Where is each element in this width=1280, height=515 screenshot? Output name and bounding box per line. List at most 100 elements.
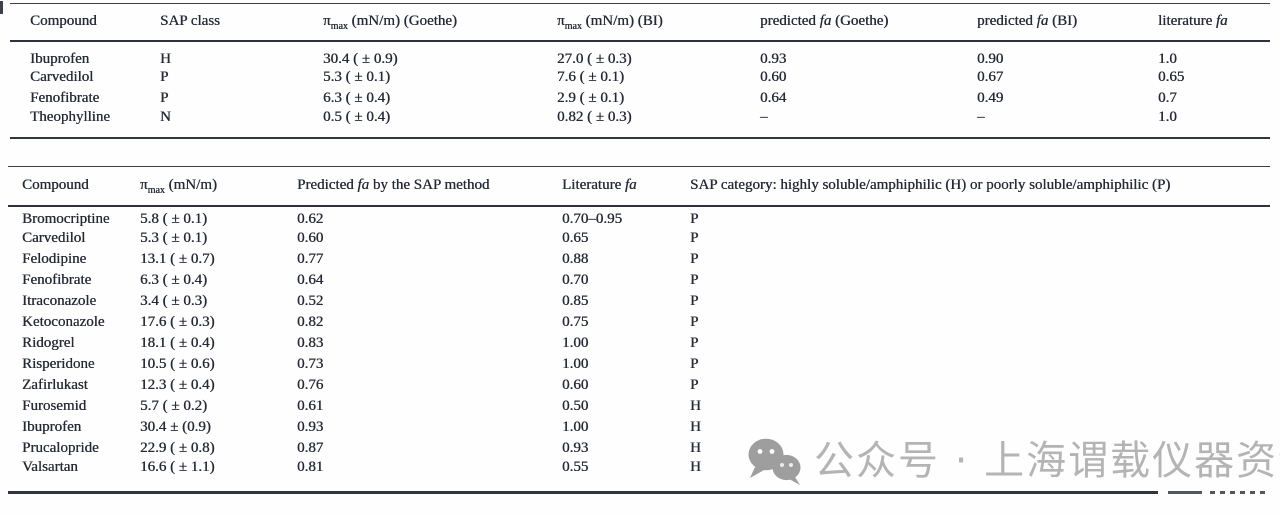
table-row: Fenofibrate P 6.3 ( ± 0.4) 2.9 ( ± 0.1) …	[10, 88, 1270, 109]
cell-predicted-fa: 0.93	[297, 418, 324, 435]
cell-pimax-bi: 27.0 ( ± 0.3)	[557, 50, 632, 67]
cell-predicted-fa-goethe: 0.93	[760, 50, 787, 67]
pi-subscript: max	[330, 21, 348, 33]
wechat-chat-bubbles-icon	[748, 438, 801, 485]
pi-subscript: max	[147, 185, 165, 197]
t1-col-predicted-fa-goethe: predicted fa (Goethe)	[760, 4, 977, 41]
cell-literature-fa: 0.65	[1158, 69, 1185, 86]
header-text: SAP category: highly soluble/amphiphilic…	[690, 177, 1171, 194]
cell-literature-fa: 1.00	[562, 418, 589, 435]
header-text: Compound	[22, 177, 89, 194]
cell-sap-class: H	[160, 50, 171, 67]
cell-compound: Prucalopride	[22, 439, 99, 456]
table-row: Fenofibrate 6.3 ( ± 0.4) 0.64 0.70 P	[8, 270, 1270, 291]
table-row: Felodipine 13.1 ( ± 0.7) 0.77 0.88 P	[8, 249, 1270, 270]
table-row: Furosemid 5.7 ( ± 0.2) 0.61 0.50 H	[8, 396, 1270, 417]
pi-symbol: π	[557, 13, 565, 30]
fa-symbol: fa	[357, 177, 370, 194]
watermark-text: 公众号 · 上海谓载仪器资讯	[814, 438, 1280, 484]
t1-col-predicted-fa-bi: predicted fa (BI)	[977, 4, 1158, 41]
cell-literature-fa: 0.85	[562, 292, 589, 309]
table-row: Carvedilol 5.3 ( ± 0.1) 0.60 0.65 P	[8, 228, 1270, 249]
cell-pimax-goethe: 5.3 ( ± 0.1)	[323, 69, 390, 86]
cell-pimax: 12.3 ( ± 0.4)	[140, 376, 215, 393]
t1-col-literature-fa: literature fa	[1158, 4, 1270, 41]
cell-sap-category: P	[690, 313, 699, 330]
table-row: Theophylline N 0.5 ( ± 0.4) 0.82 ( ± 0.3…	[10, 109, 1270, 138]
header-text: (mN/m)	[164, 177, 217, 194]
header-text: predicted	[760, 13, 820, 30]
cell-literature-fa: 0.70–0.95	[562, 210, 622, 227]
cell-predicted-fa: 0.52	[297, 292, 324, 309]
cell-pimax: 17.6 ( ± 0.3)	[140, 313, 215, 330]
watermark: 公众号 · 上海谓载仪器资讯	[746, 434, 1280, 488]
cell-literature-fa: 0.75	[562, 313, 589, 330]
cell-sap-category: H	[690, 439, 701, 456]
cell-predicted-fa: 0.77	[297, 250, 324, 267]
table-row: Zafirlukast 12.3 ( ± 0.4) 0.76 0.60 P	[8, 375, 1270, 396]
cell-literature-fa: 1.0	[1158, 50, 1177, 67]
fa-symbol: fa	[1036, 13, 1049, 30]
t2-col-sap-category: SAP category: highly soluble/amphiphilic…	[690, 167, 1270, 206]
header-text: (Goethe)	[831, 13, 889, 30]
cell-pimax: 10.5 ( ± 0.6)	[140, 355, 215, 372]
cell-compound: Furosemid	[22, 397, 87, 414]
cell-compound: Ibuprofen	[22, 418, 82, 435]
cell-pimax: 16.6 ( ± 1.1)	[140, 458, 215, 475]
header-text: predicted	[977, 13, 1037, 30]
cell-sap-category: P	[690, 334, 699, 351]
cell-literature-fa: 0.70	[562, 271, 589, 288]
cell-pimax: 5.3 ( ± 0.1)	[140, 229, 207, 246]
cell-sap-class: P	[160, 89, 169, 106]
t2-col-predicted-fa: Predicted fa by the SAP method	[297, 167, 562, 206]
cell-sap-category: P	[690, 250, 699, 267]
t1-col-compound: Compound	[10, 4, 160, 41]
table1-header-row: Compound SAP class πmax (mN/m) (Goethe) …	[10, 4, 1270, 41]
cell-literature-fa: 0.55	[562, 458, 589, 475]
table-row: Risperidone 10.5 ( ± 0.6) 0.73 1.00 P	[8, 354, 1270, 375]
cell-predicted-fa-bi: 0.90	[977, 50, 1004, 67]
table-row: Prucalopride 22.9 ( ± 0.8) 0.87 0.93 H	[8, 438, 1270, 459]
cell-pimax: 3.4 ( ± 0.3)	[140, 292, 207, 309]
cell-sap-category: H	[690, 458, 701, 475]
table-row: Ketoconazole 17.6 ( ± 0.3) 0.82 0.75 P	[8, 312, 1270, 333]
cell-sap-class: N	[160, 108, 171, 125]
cell-predicted-fa: 0.73	[297, 355, 324, 372]
fa-symbol: fa	[1215, 13, 1228, 30]
cell-pimax-bi: 2.9 ( ± 0.1)	[557, 89, 624, 106]
t2-col-compound: Compound	[8, 167, 140, 206]
table-sap-validation-goethe-bi: Compound SAP class πmax (mN/m) (Goethe) …	[10, 3, 1270, 139]
table-row: Carvedilol P 5.3 ( ± 0.1) 7.6 ( ± 0.1) 0…	[10, 68, 1270, 89]
cell-predicted-fa-bi: 0.49	[977, 89, 1004, 106]
header-text: Literature	[562, 177, 625, 194]
scan-edge-artifact	[0, 1, 3, 14]
table-row: Ibuprofen H 30.4 ( ± 0.9) 27.0 ( ± 0.3) …	[10, 41, 1270, 68]
header-text: Predicted	[297, 177, 358, 194]
header-text: (mN/m) (Goethe)	[347, 13, 457, 30]
fa-symbol: fa	[819, 13, 832, 30]
cell-predicted-fa: 0.82	[297, 313, 324, 330]
cell-literature-fa: 1.00	[562, 355, 589, 372]
table-row: Ibuprofen 30.4 ± (0.9) 0.93 1.00 H	[8, 417, 1270, 438]
cell-compound: Carvedilol	[30, 69, 94, 86]
table-row: Itraconazole 3.4 ( ± 0.3) 0.52 0.85 P	[8, 291, 1270, 312]
cell-compound: Fenofibrate	[22, 271, 92, 288]
pi-symbol: π	[323, 13, 331, 30]
cell-compound: Zafirlukast	[22, 376, 88, 393]
t2-col-pimax: πmax (mN/m)	[140, 167, 297, 206]
t2-col-literature-fa: Literature fa	[562, 167, 690, 206]
cell-compound: Carvedilol	[22, 229, 86, 246]
pi-symbol: π	[140, 177, 148, 194]
header-text: literature	[1158, 13, 1216, 30]
cell-sap-category: P	[690, 292, 699, 309]
cell-compound: Bromocriptine	[22, 210, 110, 227]
header-text: Compound	[30, 13, 97, 30]
cell-predicted-fa: 0.76	[297, 376, 324, 393]
cell-literature-fa: 0.7	[1158, 89, 1177, 106]
header-text: (mN/m) (BI)	[581, 13, 663, 30]
cell-sap-category: P	[690, 376, 699, 393]
t1-col-sap-class: SAP class	[160, 4, 323, 41]
cell-sap-category: P	[690, 355, 699, 372]
cell-predicted-fa: 0.61	[297, 397, 324, 414]
cell-sap-category: H	[690, 418, 701, 435]
